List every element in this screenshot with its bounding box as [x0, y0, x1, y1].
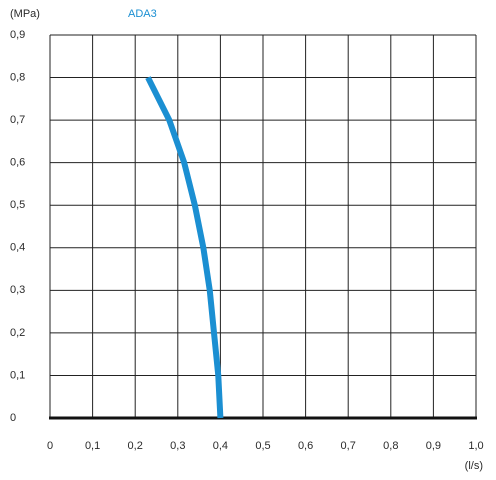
y-tick-label: 0,3	[10, 284, 25, 296]
x-axis-label: (l/s)	[465, 460, 483, 472]
x-tick-label: 0,4	[213, 440, 228, 452]
x-tick-label: 0,7	[341, 440, 356, 452]
x-tick-label: 0,2	[128, 440, 143, 452]
chart-title: ADA3	[128, 8, 157, 20]
data-line	[145, 76, 224, 419]
x-tick-label: 0,3	[170, 440, 185, 452]
y-tick-label: 0,7	[10, 114, 25, 126]
y-tick-label: 0,5	[10, 199, 25, 211]
y-axis-label: (MPa)	[10, 8, 40, 20]
y-tick-label: 0,4	[10, 242, 25, 254]
x-tick-label: 0,1	[85, 440, 100, 452]
y-tick-label: 0,9	[10, 29, 25, 41]
x-tick-label: 0,5	[255, 440, 270, 452]
y-tick-label: 0	[10, 412, 16, 424]
x-tick-label: 0	[47, 440, 53, 452]
x-tick-label: 1,0	[468, 440, 483, 452]
y-tick-label: 0,2	[10, 327, 25, 339]
y-tick-label: 0,6	[10, 157, 25, 169]
x-tick-label: 0,6	[298, 440, 313, 452]
x-tick-label: 0,8	[383, 440, 398, 452]
y-tick-label: 0,1	[10, 369, 25, 381]
x-tick-label: 0,9	[426, 440, 441, 452]
y-tick-label: 0,8	[10, 71, 25, 83]
